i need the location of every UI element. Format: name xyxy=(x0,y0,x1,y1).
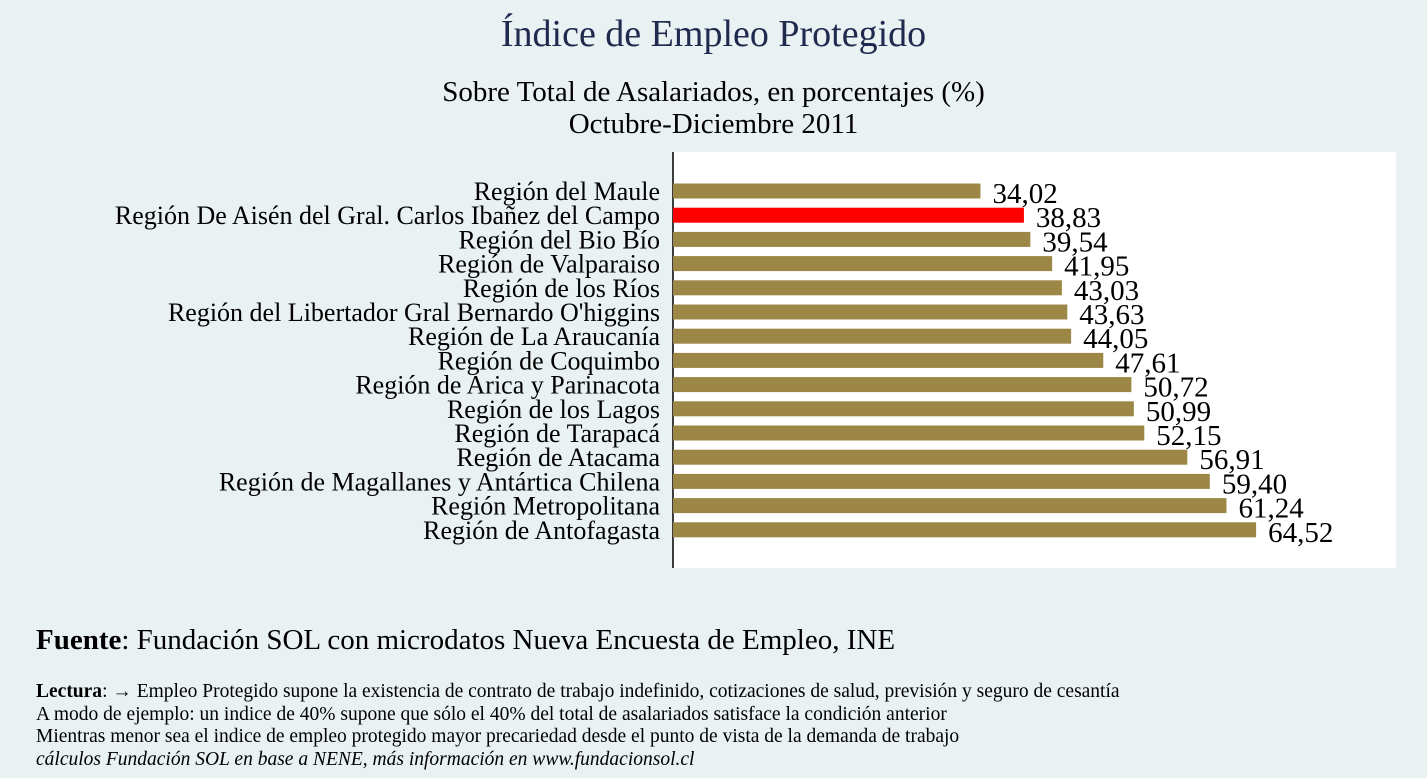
note-line-4: cálculos Fundación SOL en base a NENE, m… xyxy=(36,748,695,770)
category-label: Región de Antofagasta xyxy=(423,516,660,545)
bar xyxy=(673,183,981,199)
category-label: Región de La Araucanía xyxy=(408,322,660,351)
category-label: Región De Aisén del Gral. Carlos Ibañez … xyxy=(115,201,660,230)
note-line-3: Mientras menor sea el indice de empleo p… xyxy=(36,726,960,747)
lectura-text: : → Empleo Protegido supone la existenci… xyxy=(102,681,1120,702)
chart-title: Índice de Empleo Protegido xyxy=(500,13,927,55)
category-label: Región de Coquimbo xyxy=(438,346,660,375)
category-label: Región de los Lagos xyxy=(447,395,660,424)
category-label: Región Metropolitana xyxy=(431,492,660,521)
bar-value-label: 47,61 xyxy=(1115,347,1180,379)
bar xyxy=(673,256,1053,272)
bar xyxy=(673,377,1132,393)
bar-value-label: 34,02 xyxy=(992,178,1057,210)
bar xyxy=(673,352,1104,368)
bar-value-label: 43,03 xyxy=(1074,275,1139,307)
bar-value-label: 56,91 xyxy=(1199,444,1264,476)
category-label: Región de Magallanes y Antártica Chilena xyxy=(219,467,661,496)
bar-value-label: 61,24 xyxy=(1238,493,1304,525)
bar-value-label: 43,63 xyxy=(1079,299,1144,331)
bar xyxy=(673,522,1257,538)
bar-value-label: 44,05 xyxy=(1083,323,1148,355)
source-line: Fuente: Fundación SOL con microdatos Nue… xyxy=(36,624,895,657)
bar-value-label: 59,40 xyxy=(1222,468,1287,500)
bar xyxy=(673,280,1062,296)
category-label: Región del Maule xyxy=(474,177,660,206)
bar-value-label: 64,52 xyxy=(1268,517,1333,549)
subtitle-line-1: Sobre Total de Asalariados, en porcentaj… xyxy=(442,76,985,108)
bar-chart: 34,0238,8339,5441,9543,0343,6344,0547,61… xyxy=(115,152,1396,568)
lectura-label: Lectura xyxy=(36,681,103,702)
note-line-1: Lectura: → Empleo Protegido supone la ex… xyxy=(36,681,1120,704)
category-label: Región del Libertador Gral Bernardo O'hi… xyxy=(168,298,660,327)
value-labels-group: 34,0238,8339,5441,9543,0343,6344,0547,61… xyxy=(992,178,1333,549)
bar-value-label: 39,54 xyxy=(1042,226,1108,258)
category-label: Región de Tarapacá xyxy=(454,419,660,448)
category-label: Región de Valparaiso xyxy=(438,250,660,279)
bar-value-label: 52,15 xyxy=(1156,420,1221,452)
bar xyxy=(673,473,1210,489)
category-label: Región de Atacama xyxy=(456,443,660,472)
bars-group xyxy=(673,183,1257,538)
bar-value-label: 50,99 xyxy=(1146,396,1211,428)
bar xyxy=(673,231,1031,247)
bar-value-label: 50,72 xyxy=(1143,372,1208,404)
bar xyxy=(673,449,1188,465)
note-line-2: A modo de ejemplo: un indice de 40% supo… xyxy=(36,703,947,725)
source-text: : Fundación SOL con microdatos Nueva Enc… xyxy=(121,624,896,656)
bar xyxy=(673,304,1068,320)
bar xyxy=(673,498,1227,514)
source-label: Fuente xyxy=(36,624,122,656)
reading-notes: Lectura: → Empleo Protegido supone la ex… xyxy=(36,681,1120,771)
category-label: Región del Bio Bío xyxy=(459,225,661,254)
category-label: Región de Arica y Parinacota xyxy=(355,371,660,400)
chart-subtitle: Sobre Total de Asalariados, en porcentaj… xyxy=(0,76,1427,140)
category-label: Región de los Ríos xyxy=(463,274,660,303)
bar xyxy=(673,401,1134,417)
bar xyxy=(673,207,1024,223)
bar xyxy=(673,425,1145,441)
bar-value-label: 41,95 xyxy=(1064,251,1129,283)
bar xyxy=(673,328,1072,344)
bar-value-label: 38,83 xyxy=(1036,202,1101,234)
subtitle-line-2: Octubre-Diciembre 2011 xyxy=(568,108,859,140)
